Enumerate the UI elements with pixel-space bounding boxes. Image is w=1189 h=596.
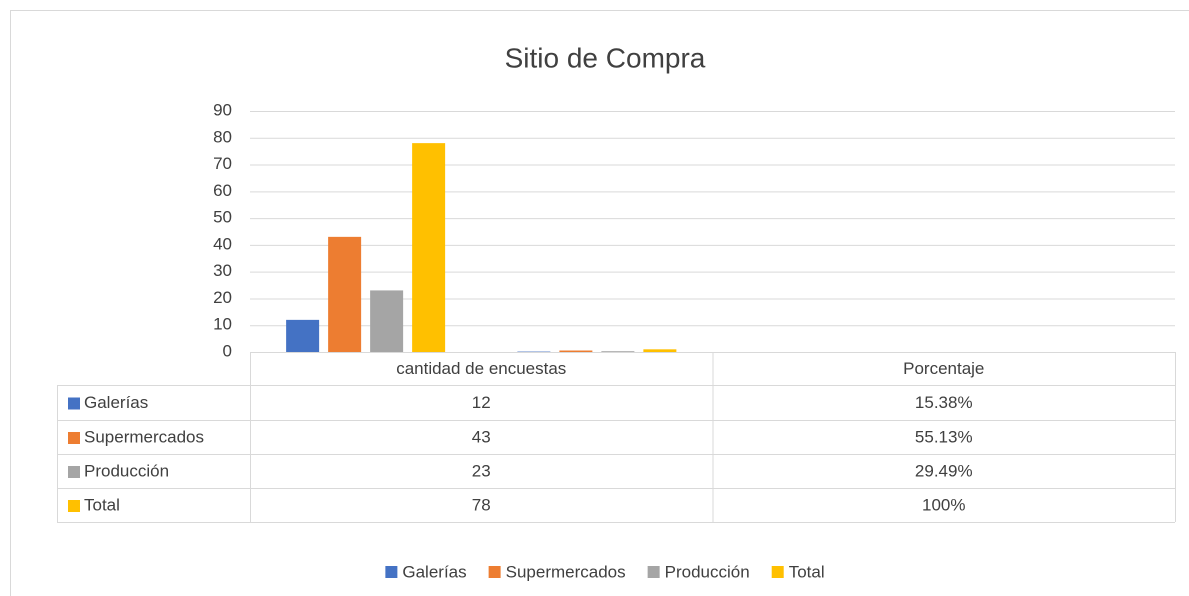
table-legend-key	[68, 432, 80, 444]
table-cell: 15.38%	[915, 393, 973, 412]
table-row-label: Total	[84, 495, 120, 514]
y-tick-label: 40	[213, 234, 232, 253]
bar	[370, 290, 404, 352]
table-cell: 43	[472, 427, 491, 446]
table-row-label: Supermercados	[84, 427, 204, 446]
y-tick-label: 60	[213, 181, 232, 200]
table-legend-key	[68, 500, 80, 512]
bar	[643, 349, 677, 352]
bar	[559, 350, 593, 352]
legend-key	[488, 566, 501, 578]
table-cell: 100%	[922, 495, 965, 514]
table-header: Porcentaje	[903, 359, 984, 378]
bar	[286, 319, 320, 352]
table-cell: 78	[472, 495, 491, 514]
table-cell: 29.49%	[915, 461, 973, 480]
legend-label: Galerías	[402, 562, 466, 581]
legend-key	[647, 566, 660, 578]
bar	[412, 143, 446, 352]
chart-border	[10, 10, 1189, 596]
legend-key	[385, 566, 398, 578]
table-legend-key	[68, 397, 80, 410]
y-tick-label: 80	[213, 127, 232, 146]
y-tick-label: 20	[213, 288, 232, 307]
table-header: cantidad de encuestas	[396, 359, 566, 378]
legend-label: Supermercados	[506, 562, 626, 581]
y-tick-label: 10	[213, 315, 232, 334]
table-row-label: Galerías	[84, 393, 148, 412]
table-cell: 12	[472, 393, 491, 412]
table-cell: 23	[472, 461, 491, 480]
table-row-label: Producción	[84, 461, 169, 480]
y-tick-label: 50	[213, 208, 232, 227]
table-legend-key	[68, 466, 80, 478]
legend-label: Producción	[665, 562, 750, 581]
y-tick-label: 90	[213, 100, 232, 119]
legend-label: Total	[789, 562, 825, 581]
chart-title: Sitio de Compra	[505, 42, 706, 73]
table-cell: 55.13%	[915, 427, 973, 446]
y-tick-label: 70	[213, 154, 232, 173]
y-tick-label: 0	[223, 341, 232, 360]
bar	[328, 236, 362, 352]
legend-key	[771, 566, 784, 578]
bar	[601, 351, 635, 352]
y-tick-label: 30	[213, 261, 232, 280]
